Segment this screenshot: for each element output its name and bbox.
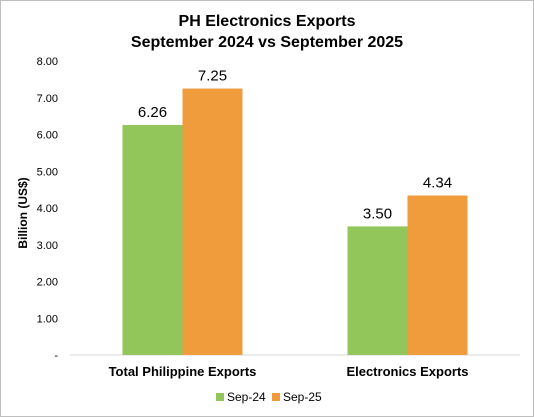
data-label: 7.25: [198, 68, 227, 85]
data-label: 4.34: [423, 175, 452, 192]
y-tick-label: 4.00: [37, 203, 58, 215]
chart-title: PH Electronics Exports: [179, 13, 356, 30]
y-axis-label: Billion (US$): [16, 177, 30, 248]
bar: [347, 226, 408, 355]
y-tick-label: 2.00: [37, 277, 58, 289]
x-category-label: Electronics Exports: [346, 364, 468, 379]
legend-swatch: [216, 393, 224, 401]
y-tick-label: -: [54, 350, 58, 362]
legend: Sep-24 Sep-25: [216, 390, 322, 404]
data-labels: 6.26 7.25 3.50 4.34: [138, 68, 452, 223]
y-tick-label: 7.00: [37, 93, 58, 105]
data-label: 3.50: [363, 205, 392, 222]
y-tick-label: 5.00: [37, 166, 58, 178]
bar: [407, 195, 468, 355]
data-label: 6.26: [138, 104, 167, 121]
y-tick-label: 3.00: [37, 240, 58, 252]
x-category-label: Total Philippine Exports: [109, 364, 257, 379]
chart-subtitle: September 2024 vs September 2025: [131, 34, 403, 51]
bar: [182, 88, 243, 355]
bars: [122, 88, 468, 355]
bar: [122, 124, 183, 355]
y-tick-label: 6.00: [37, 130, 58, 142]
legend-label: Sep-24: [227, 390, 266, 404]
x-axis: Total Philippine Exports Electronics Expo…: [109, 364, 469, 379]
legend-label: Sep-25: [283, 390, 322, 404]
y-tick-label: 1.00: [37, 313, 58, 325]
legend-swatch: [272, 393, 280, 401]
y-tick-label: 8.00: [37, 56, 58, 68]
